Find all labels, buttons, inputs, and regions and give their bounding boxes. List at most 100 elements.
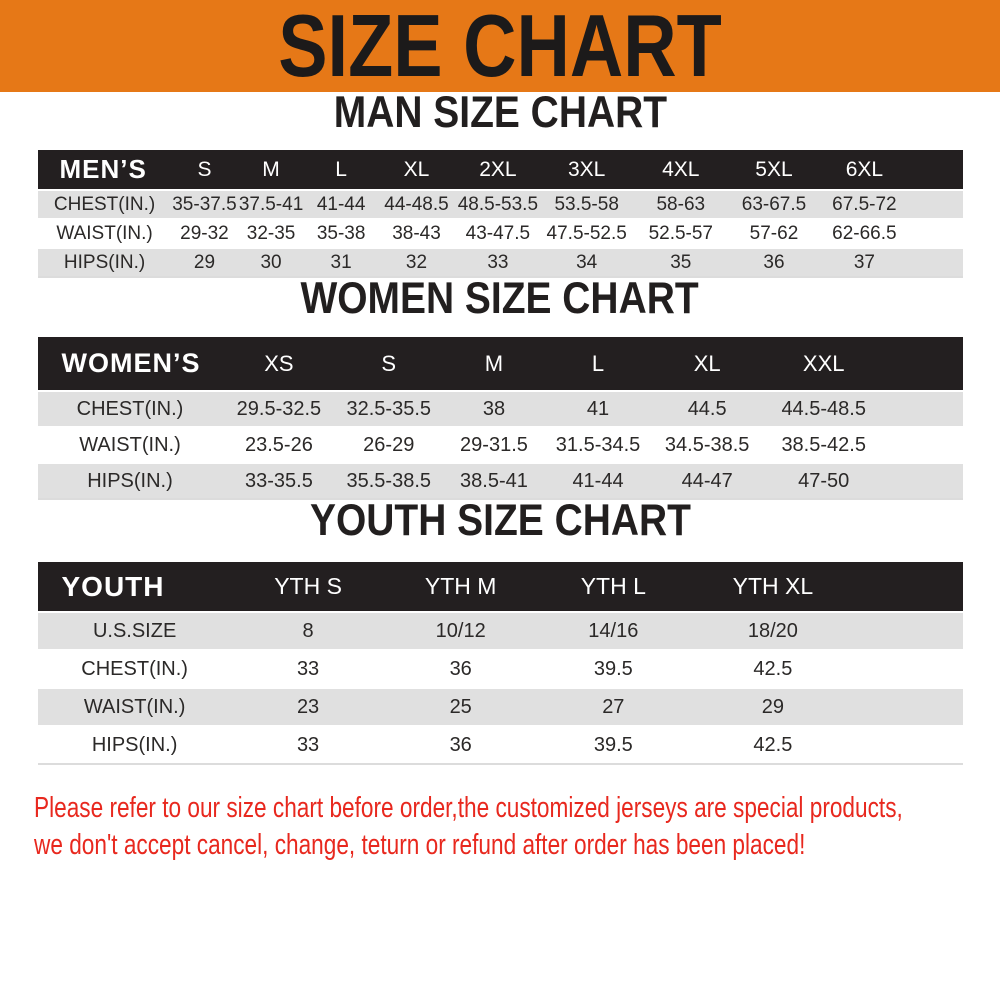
size-value-cell: 29-31.5: [460, 433, 528, 456]
size-value-cell: 36: [449, 657, 472, 680]
disclaimer-line: we don't accept cancel, change, teturn o…: [34, 829, 806, 861]
row-label: HIPS(IN.): [37, 726, 232, 765]
size-value-cell: 38.5-41: [442, 463, 546, 500]
size-value-cell: 35-37.5: [172, 193, 237, 215]
header-row: WOMEN’S XS S M L XL XXL: [37, 337, 963, 391]
size-value-cell: 41-44: [316, 193, 366, 215]
youth-size-chart-heading: YOUTH SIZE CHART: [0, 498, 1000, 542]
size-value-cell: 53.5-58: [554, 193, 619, 215]
row-label: CHEST(IN.): [53, 193, 156, 215]
column-header: YTH S: [231, 562, 385, 612]
size-value-cell: 48.5-53.5: [457, 193, 539, 215]
column-header: S: [171, 150, 238, 190]
spacer-cell: [883, 427, 962, 463]
column-header: S: [335, 337, 443, 391]
header-row: YOUTH YTH S YTH M YTH L YTH XL: [37, 562, 963, 612]
column-header: YTH XL: [689, 562, 857, 612]
column-header: 6XL: [819, 150, 910, 190]
column-header: YTH L: [537, 562, 690, 612]
size-value-cell: 31.5-34.5: [555, 433, 641, 456]
spacer-cell: [909, 219, 962, 248]
size-value-cell: 58-63: [656, 193, 706, 215]
size-value-cell: 42.5: [689, 726, 857, 765]
column-header: M: [237, 150, 305, 190]
column-header: 4XL: [633, 150, 729, 190]
size-value-cell: 33-35.5: [222, 463, 336, 500]
size-value-cell: 33: [455, 248, 541, 278]
size-value-cell: 38-43: [392, 222, 441, 244]
table-row: CHEST(IN.) 29.5-32.5 32.5-35.5 38 41 44.5 44.5…: [37, 391, 963, 427]
row-label: WAIST(IN.): [56, 222, 153, 244]
column-header: XL: [650, 337, 765, 391]
row-label: CHEST(IN.): [76, 397, 184, 420]
size-value-cell: 8: [302, 619, 314, 642]
size-value-cell: 29-32: [180, 222, 229, 244]
table-row: U.S.SIZE 8 10/12 14/16 18/20: [37, 612, 963, 650]
women-size-table: WOMEN’S XS S M L XL XXL CHEST(IN.) 29.5-32.5 32.5…: [37, 337, 963, 500]
size-value-cell: 32-35: [246, 222, 296, 244]
row-label: WAIST(IN.): [83, 695, 186, 718]
size-value-cell: 33: [231, 726, 385, 765]
table-row: CHEST(IN.) 35-37.5 37.5-41 41-44 44-48.5 48.5…: [37, 190, 963, 219]
spacer-cell: [856, 688, 962, 726]
size-value-cell: 34: [540, 248, 634, 278]
size-value-cell: 29.5-32.5: [236, 397, 322, 420]
size-value-cell: 29: [761, 695, 784, 718]
size-value-cell: 63-67.5: [741, 193, 807, 215]
size-value-cell: 43-47.5: [465, 222, 531, 244]
man-size-chart-heading: MAN SIZE CHART: [0, 87, 1000, 137]
table-row: WAIST(IN.) 23.5-26 26-29 29-31.5 31.5-34.5 34…: [37, 427, 963, 463]
size-value-cell: 47-50: [764, 463, 884, 500]
row-label: WAIST(IN.): [79, 433, 181, 456]
spacer-cell: [909, 190, 962, 219]
table-row: CHEST(IN.) 33 36 39.5 42.5: [37, 650, 963, 688]
size-value-cell: 62-66.5: [832, 222, 897, 244]
size-value-cell: 31: [304, 248, 378, 278]
size-value-cell: 18/20: [747, 619, 798, 642]
size-value-cell: 30: [237, 248, 305, 278]
size-value-cell: 35-38: [316, 222, 366, 244]
man-size-chart-heading-text: MAN SIZE CHART: [333, 87, 667, 137]
row-label: U.S.SIZE: [92, 619, 177, 642]
size-value-cell: 44-48.5: [384, 193, 449, 215]
size-value-cell: 36: [728, 248, 820, 278]
spacer-cell: [883, 391, 962, 427]
table-row: HIPS(IN.) 33-35.5 35.5-38.5 38.5-41 41-44 44-…: [37, 463, 963, 500]
row-label: HIPS(IN.): [37, 248, 172, 278]
size-value-cell: 41-44: [545, 463, 651, 500]
size-value-cell: 23.5-26: [245, 433, 313, 456]
women-size-chart-heading-text: WOMEN SIZE CHART: [300, 273, 700, 323]
spacer-cell: [909, 248, 963, 278]
size-value-cell: 32.5-35.5: [346, 397, 432, 420]
table-title-cell: MEN’S: [37, 150, 172, 190]
column-header: YTH M: [384, 562, 537, 612]
size-value-cell: 39.5: [537, 726, 690, 765]
column-header: M: [442, 337, 546, 391]
row-label: HIPS(IN.): [37, 463, 223, 500]
column-header: XXL: [764, 337, 884, 391]
page-title: SIZE CHART: [278, 0, 722, 95]
size-value-cell: 14/16: [588, 619, 639, 642]
size-value-cell: 32: [377, 248, 456, 278]
table-row: HIPS(IN.) 29 30 31 32 33 34 35 36 37: [37, 248, 963, 278]
size-value-cell: 26-29: [363, 433, 415, 456]
spacer-cell: [883, 337, 963, 391]
disclaimer-line: Please refer to our size chart before or…: [34, 792, 903, 824]
size-value-cell: 67.5-72: [832, 193, 897, 215]
column-header: XS: [222, 337, 336, 391]
table-row: WAIST(IN.) 29-32 32-35 35-38 38-43 43-47.5 47.…: [37, 219, 963, 248]
youth-size-table: YOUTH YTH S YTH M YTH L YTH XL U.S.SIZE 8 10/12…: [37, 562, 963, 765]
women-size-chart-heading: WOMEN SIZE CHART: [0, 273, 1000, 323]
size-value-cell: 23: [296, 695, 320, 718]
size-value-cell: 29: [171, 248, 238, 278]
size-value-cell: 25: [449, 695, 472, 718]
size-value-cell: 34.5-38.5: [664, 433, 750, 456]
row-label: CHEST(IN.): [81, 657, 188, 680]
size-value-cell: 27: [602, 695, 625, 718]
size-value-cell: 44.5-48.5: [781, 397, 866, 420]
size-value-cell: 37: [819, 248, 910, 278]
column-header: XL: [377, 150, 456, 190]
column-header: 3XL: [540, 150, 634, 190]
size-value-cell: 10/12: [435, 619, 486, 642]
spacer-cell: [909, 150, 963, 190]
